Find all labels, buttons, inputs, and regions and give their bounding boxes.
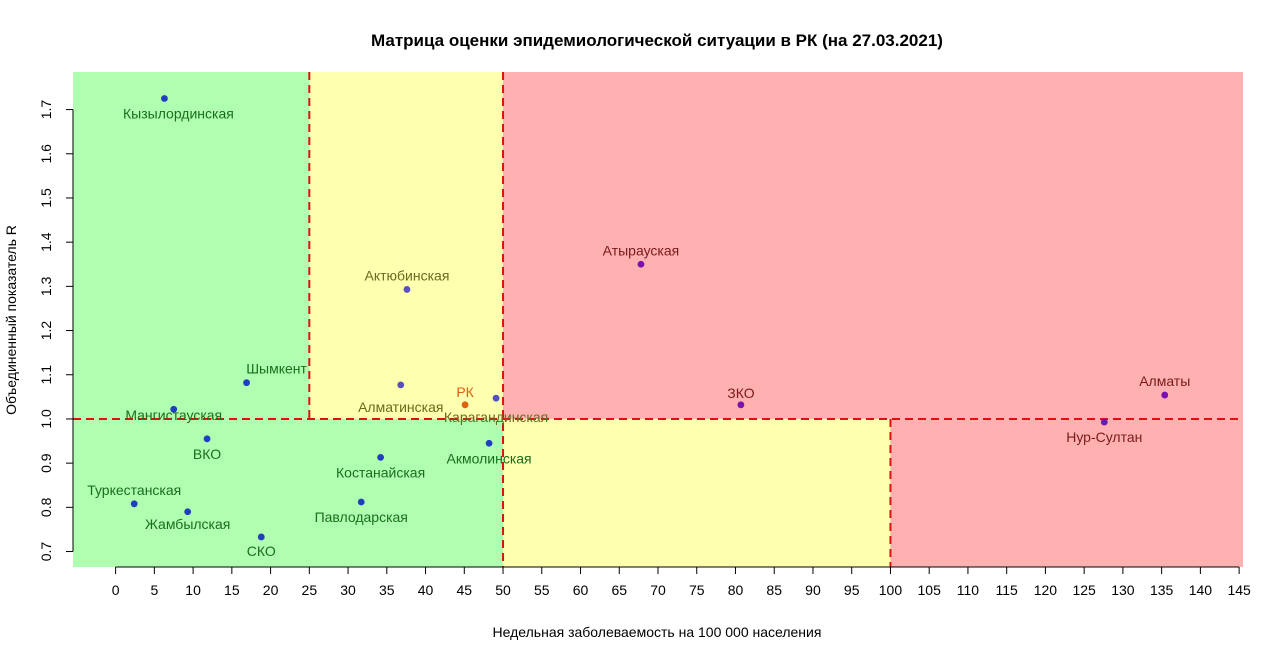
threshold-lines xyxy=(73,72,1243,567)
point-label: РК xyxy=(456,384,474,400)
x-tick-label: 45 xyxy=(457,582,473,598)
x-tick-label: 105 xyxy=(918,582,942,598)
point-label: Мангистауская xyxy=(125,407,222,423)
point-label: Шымкент xyxy=(246,361,307,377)
x-tick-label: 50 xyxy=(495,582,511,598)
x-tick-label: 145 xyxy=(1227,582,1251,598)
data-point xyxy=(130,500,138,508)
y-tick-label: 0.9 xyxy=(38,453,54,473)
y-tick-label: 1.6 xyxy=(38,144,54,164)
data-point xyxy=(161,95,168,102)
x-tick-label: 80 xyxy=(728,582,744,598)
x-tick-label: 125 xyxy=(1072,582,1096,598)
data-point xyxy=(357,498,365,506)
zone-backgrounds xyxy=(73,72,1244,567)
point-label: ЗКО xyxy=(727,385,754,401)
point-labels: Кызылординская Шымкент Мангистауская ВКО Тур… xyxy=(87,106,1190,559)
data-point xyxy=(1161,391,1169,399)
x-tick-label: 120 xyxy=(1034,582,1058,598)
data-point xyxy=(461,401,469,409)
data-point xyxy=(492,394,500,402)
point-label: Павлодарская xyxy=(315,509,408,525)
x-tick-label: 60 xyxy=(573,582,589,598)
x-tick-label: 75 xyxy=(689,582,705,598)
point-label: Алматинская xyxy=(358,399,443,415)
axes: 0 5 10 15 20 25 30 35 40 45 50 55 60 65 70 75 80 85 90 95 10… xyxy=(38,100,1251,598)
y-tick-label: 0.8 xyxy=(38,497,54,517)
x-tick-label: 35 xyxy=(379,582,395,598)
x-tick-label: 65 xyxy=(611,582,627,598)
zone-red-bottom xyxy=(890,418,1243,567)
x-tick-label: 70 xyxy=(650,582,666,598)
x-tick-label: 135 xyxy=(1150,582,1174,598)
y-tick-label: 1.4 xyxy=(38,232,54,252)
data-point xyxy=(257,533,265,541)
x-tick-label: 20 xyxy=(263,582,279,598)
zone-red-top xyxy=(503,72,1244,419)
point-label: Костанайская xyxy=(336,464,425,480)
data-point xyxy=(203,435,211,443)
point-label: Актюбинская xyxy=(365,267,450,283)
y-tick-label: 1.2 xyxy=(38,321,54,341)
x-tick-label: 55 xyxy=(534,582,550,598)
data-point xyxy=(403,286,411,293)
data-point xyxy=(397,381,405,389)
zone-green-bottom xyxy=(73,418,504,567)
zone-yellow-top xyxy=(309,72,504,419)
y-tick-label: 1.3 xyxy=(38,276,54,296)
point-label: Алматы xyxy=(1139,373,1190,389)
point-label: Туркестанская xyxy=(87,482,181,498)
point-label: СКО xyxy=(247,543,276,559)
zone-yellow-bottom xyxy=(503,418,891,567)
x-tick-label: 40 xyxy=(418,582,434,598)
x-tick-label: 90 xyxy=(805,582,821,598)
point-label: Акмолинская xyxy=(447,450,532,466)
x-tick-label: 85 xyxy=(766,582,782,598)
x-tick-label: 25 xyxy=(302,582,318,598)
point-label: Атырауская xyxy=(603,242,680,258)
x-tick-label: 5 xyxy=(150,582,158,598)
y-tick-label: 1.7 xyxy=(38,100,54,120)
x-tick-label: 130 xyxy=(1111,582,1135,598)
x-tick-label: 115 xyxy=(996,582,1019,598)
data-points xyxy=(130,95,1169,541)
point-label: Жамбылская xyxy=(145,516,230,532)
x-tick-label: 95 xyxy=(844,582,860,598)
data-point xyxy=(243,379,250,387)
y-tick-label: 0.7 xyxy=(38,542,54,562)
y-tick-label: 1.1 xyxy=(38,365,54,385)
x-tick-label: 30 xyxy=(340,582,356,598)
data-point xyxy=(377,453,385,461)
x-tick-label: 10 xyxy=(185,582,201,598)
data-point xyxy=(184,508,192,516)
point-label: ВКО xyxy=(193,446,221,462)
zone-green-top xyxy=(73,72,310,419)
point-label: Кызылординская xyxy=(123,106,234,122)
x-tick-label: 140 xyxy=(1189,582,1213,598)
x-axis-label: Недельная заболеваемость на 100 000 насе… xyxy=(493,624,822,640)
y-tick-label: 1.0 xyxy=(38,409,54,429)
y-axis-label: Объединенный показатель R xyxy=(3,225,19,415)
data-point xyxy=(170,405,178,413)
x-tick-label: 0 xyxy=(112,582,120,598)
data-point xyxy=(1100,418,1108,426)
x-tick-label: 15 xyxy=(224,582,240,598)
x-tick-label: 100 xyxy=(879,582,903,598)
x-tick-label: 110 xyxy=(957,582,980,598)
point-label: Нур-Султан xyxy=(1066,429,1142,445)
chart-title: Матрица оценки эпидемиологической ситуац… xyxy=(371,31,943,50)
y-tick-label: 1.5 xyxy=(38,188,54,208)
data-point xyxy=(485,439,493,447)
point-label: Карагандинская xyxy=(444,409,548,425)
data-point xyxy=(737,401,745,409)
data-point xyxy=(637,260,645,268)
